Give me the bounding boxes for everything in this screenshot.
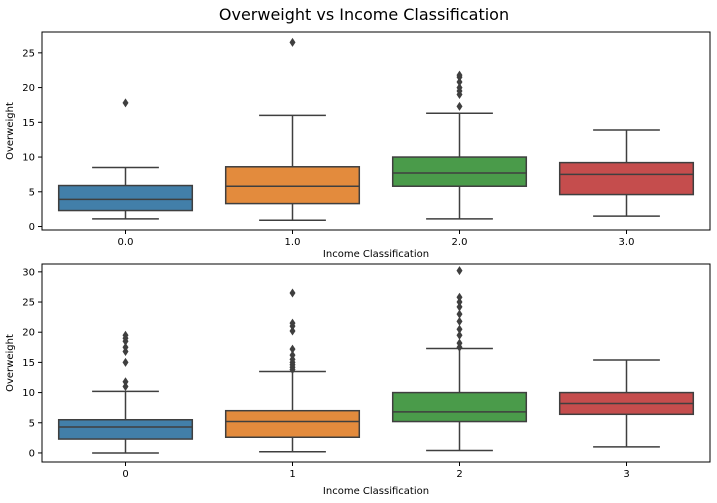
top-chart-ylabel: Overweight [5,102,16,160]
bottom-chart-outlier-point [289,318,296,328]
top-chart-iqr-box [224,166,361,205]
bottom-chart-box-1 [224,288,361,453]
bottom-chart-outlier-point [456,330,463,340]
top-chart-outlier-point [456,83,463,93]
bottom-chart-outlier-point [456,302,463,312]
top-chart-xtick-label: 2.0 [452,237,468,248]
top-chart-ytick-label: 20 [22,83,35,94]
top-chart-xtick-label: 1.0 [285,237,301,248]
bottom-chart-xtick-label: 1 [289,469,295,480]
bottom-chart-outlier-point [456,338,463,348]
bottom-chart-iqr-box [57,418,194,440]
bottom-chart-iqr-box [391,391,528,423]
top-chart-ytick-label: 0 [29,222,35,233]
top-chart-outlier-point [122,98,129,108]
top-chart-iqr-box [57,184,194,212]
top-chart-box-0 [57,98,194,220]
bottom-chart-box-0 [57,330,194,454]
top-chart-box-2 [391,70,528,220]
bottom-chart-frame [41,263,711,463]
bottom-chart-ytick-label: 15 [22,358,35,369]
top-chart-outlier-point [456,77,463,87]
top-chart-frame [41,31,711,231]
bottom-chart-iqr-box [224,409,361,439]
bottom-chart-outlier-point [456,266,463,276]
bottom-chart-xtick-label: 2 [456,469,462,480]
bottom-chart-xlabel: Income Classification [323,486,429,497]
top-chart-xtick-label: 0.0 [118,237,134,248]
top-chart-iqr-box [391,156,528,187]
bottom-chart-outlier-point [456,309,463,319]
top-chart-ytick-label: 15 [22,118,35,129]
bottom-chart-outlier-point [456,297,463,307]
bottom-chart-outlier-point [122,342,129,352]
bottom-chart-outlier-point [122,330,129,340]
bottom-chart-ytick-label: 0 [29,448,35,459]
bottom-chart-box-2 [391,266,528,452]
bottom-chart-ytick-label: 30 [22,267,35,278]
bottom-chart-outlier-point [456,324,463,334]
top-chart-ytick-label: 25 [22,48,35,59]
bottom-chart-outlier-point [289,344,296,354]
bottom-chart-ytick-label: 10 [22,388,35,399]
top-chart-iqr-box [558,161,695,196]
top-chart-box-3 [558,129,695,217]
bottom-chart-xtick-label: 3 [623,469,629,480]
top-chart-outlier-point [289,37,296,47]
bottom-chart-ylabel: Overweight [5,334,16,392]
figure-title: Overweight vs Income Classification [219,5,509,24]
top-chart-box-1 [224,37,361,222]
bottom-chart-xtick-label: 0 [122,469,128,480]
top-chart-ytick-label: 5 [29,187,35,198]
bottom-chart-outlier-point [122,357,129,367]
top-chart-ytick-label: 10 [22,153,35,164]
bottom-chart-outlier-point [122,382,129,392]
top-chart-outlier-point [456,101,463,111]
bottom-chart-ytick-label: 5 [29,418,35,429]
bottom-chart-outlier-point [289,288,296,298]
top-chart-outlier-point [456,70,463,80]
top-chart: 0 5 10 15 20 25 0.0 1.0 2.0 3.0 Income Classific… [5,31,711,260]
bottom-chart-outlier-point [289,326,296,336]
bottom-chart-outlier-point [456,292,463,302]
bottom-chart-outlier-point [456,316,463,326]
top-chart-xlabel: Income Classification [323,249,429,260]
bottom-chart-outlier-point [289,350,296,360]
bottom-chart-ytick-label: 20 [22,328,35,339]
top-chart-xtick-label: 3.0 [619,237,635,248]
bottom-chart-box-3 [558,359,695,448]
bottom-chart-ytick-label: 25 [22,298,35,309]
bottom-chart-outlier-point [122,377,129,387]
